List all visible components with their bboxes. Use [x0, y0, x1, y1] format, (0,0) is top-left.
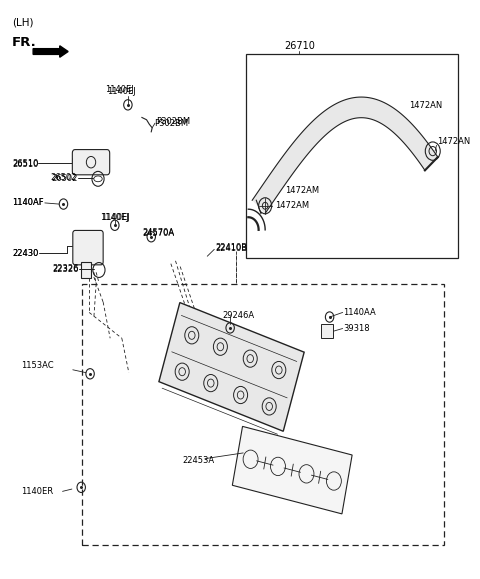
Bar	[321, 324, 333, 338]
Text: 1472AN: 1472AN	[437, 137, 471, 146]
Text: 1472AM: 1472AM	[285, 186, 319, 195]
Text: 26502: 26502	[52, 174, 78, 184]
Polygon shape	[232, 426, 352, 514]
Text: 22410B: 22410B	[215, 243, 247, 251]
Text: (LH): (LH)	[12, 18, 34, 28]
Text: 26510: 26510	[12, 159, 38, 168]
FancyBboxPatch shape	[73, 230, 103, 265]
Text: 1140AA: 1140AA	[344, 308, 376, 317]
Text: 1140AF: 1140AF	[12, 199, 44, 207]
Text: 1140EJ: 1140EJ	[100, 212, 129, 222]
Polygon shape	[159, 303, 304, 431]
Text: 26710: 26710	[284, 41, 315, 52]
Text: FR.: FR.	[12, 36, 37, 49]
Text: 22430: 22430	[12, 249, 38, 258]
Polygon shape	[33, 46, 68, 57]
Text: 39318: 39318	[344, 324, 370, 333]
Text: 1472AM: 1472AM	[276, 201, 310, 210]
Text: P302BM: P302BM	[156, 117, 190, 126]
Bar	[81, 262, 91, 278]
Text: 1140EJ: 1140EJ	[101, 213, 130, 222]
Text: 1472AN: 1472AN	[409, 101, 442, 111]
Text: 26502: 26502	[50, 173, 77, 182]
Polygon shape	[252, 97, 438, 214]
Text: 1140EJ: 1140EJ	[108, 87, 136, 96]
Text: 1140ER: 1140ER	[22, 487, 54, 496]
Text: 24570A: 24570A	[142, 228, 174, 237]
Text: 1140AF: 1140AF	[12, 199, 44, 207]
Text: 22453A: 22453A	[182, 456, 215, 465]
Text: 26510: 26510	[12, 160, 38, 169]
Text: 22326: 22326	[53, 265, 79, 274]
Text: 1140EJ: 1140EJ	[105, 86, 134, 94]
Bar	[246, 54, 458, 258]
Text: 22410B: 22410B	[215, 244, 247, 252]
FancyBboxPatch shape	[72, 149, 110, 175]
Text: 29246A: 29246A	[222, 311, 254, 320]
Text: 24570A: 24570A	[142, 229, 174, 238]
Text: 1153AC: 1153AC	[22, 361, 54, 370]
Text: 22430: 22430	[12, 250, 38, 258]
Text: P302BM: P302BM	[155, 119, 189, 128]
Text: 22326: 22326	[53, 265, 79, 273]
Bar	[82, 284, 444, 545]
